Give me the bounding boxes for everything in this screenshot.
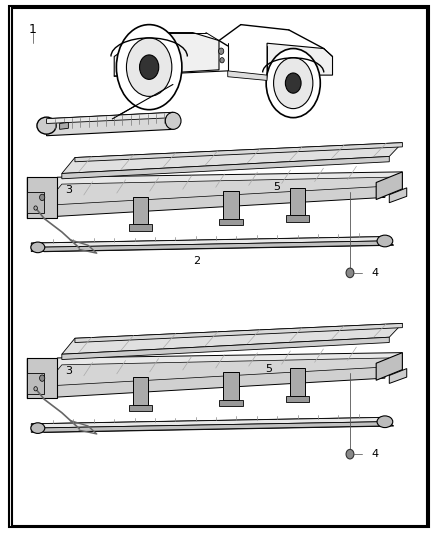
Polygon shape	[62, 324, 403, 354]
Text: 5: 5	[265, 364, 272, 374]
Polygon shape	[60, 123, 68, 130]
Ellipse shape	[266, 49, 320, 118]
Polygon shape	[133, 377, 148, 405]
Polygon shape	[27, 192, 44, 213]
Polygon shape	[46, 112, 173, 124]
Polygon shape	[223, 372, 239, 400]
Polygon shape	[389, 188, 407, 203]
Ellipse shape	[31, 423, 45, 433]
Polygon shape	[133, 197, 148, 224]
Polygon shape	[62, 337, 389, 360]
Ellipse shape	[346, 449, 354, 459]
Polygon shape	[27, 177, 57, 217]
Polygon shape	[376, 353, 403, 380]
Ellipse shape	[346, 268, 354, 278]
Ellipse shape	[274, 58, 313, 109]
Polygon shape	[35, 353, 403, 383]
Polygon shape	[286, 215, 309, 222]
Text: 1: 1	[29, 23, 37, 36]
Polygon shape	[75, 143, 403, 162]
Polygon shape	[267, 43, 332, 75]
Polygon shape	[46, 112, 173, 136]
Ellipse shape	[39, 375, 45, 381]
Polygon shape	[44, 358, 389, 386]
Polygon shape	[219, 400, 243, 406]
Ellipse shape	[165, 112, 181, 130]
Polygon shape	[129, 224, 152, 231]
Ellipse shape	[31, 242, 45, 253]
Polygon shape	[389, 368, 407, 383]
Polygon shape	[129, 405, 152, 411]
Text: 3: 3	[65, 185, 72, 196]
Ellipse shape	[377, 416, 393, 427]
Polygon shape	[44, 177, 389, 205]
Ellipse shape	[219, 48, 224, 54]
Text: 4: 4	[371, 268, 378, 278]
Polygon shape	[31, 237, 381, 247]
Ellipse shape	[37, 117, 56, 134]
Ellipse shape	[39, 194, 45, 200]
Polygon shape	[62, 143, 403, 173]
Polygon shape	[286, 396, 309, 402]
Polygon shape	[114, 33, 219, 76]
Polygon shape	[228, 71, 267, 80]
Polygon shape	[376, 172, 403, 199]
Polygon shape	[62, 157, 389, 179]
Polygon shape	[31, 241, 381, 252]
Polygon shape	[290, 188, 305, 215]
Polygon shape	[75, 324, 403, 343]
Ellipse shape	[140, 55, 159, 79]
Ellipse shape	[220, 58, 224, 63]
Ellipse shape	[377, 235, 393, 247]
Polygon shape	[31, 417, 394, 432]
Ellipse shape	[117, 25, 182, 110]
Ellipse shape	[34, 206, 37, 210]
Ellipse shape	[286, 73, 301, 93]
Polygon shape	[35, 364, 385, 398]
Text: 2: 2	[193, 256, 200, 266]
Polygon shape	[223, 191, 239, 219]
Polygon shape	[35, 172, 403, 203]
Text: 3: 3	[65, 366, 72, 376]
Polygon shape	[219, 219, 243, 225]
Polygon shape	[31, 417, 381, 428]
Polygon shape	[35, 182, 385, 217]
Polygon shape	[27, 358, 57, 398]
Ellipse shape	[34, 386, 37, 391]
Text: 5: 5	[273, 182, 280, 192]
Polygon shape	[27, 373, 44, 394]
Polygon shape	[31, 422, 381, 432]
Text: 4: 4	[371, 449, 378, 459]
Polygon shape	[31, 237, 394, 252]
Polygon shape	[290, 368, 305, 396]
Ellipse shape	[127, 38, 172, 96]
